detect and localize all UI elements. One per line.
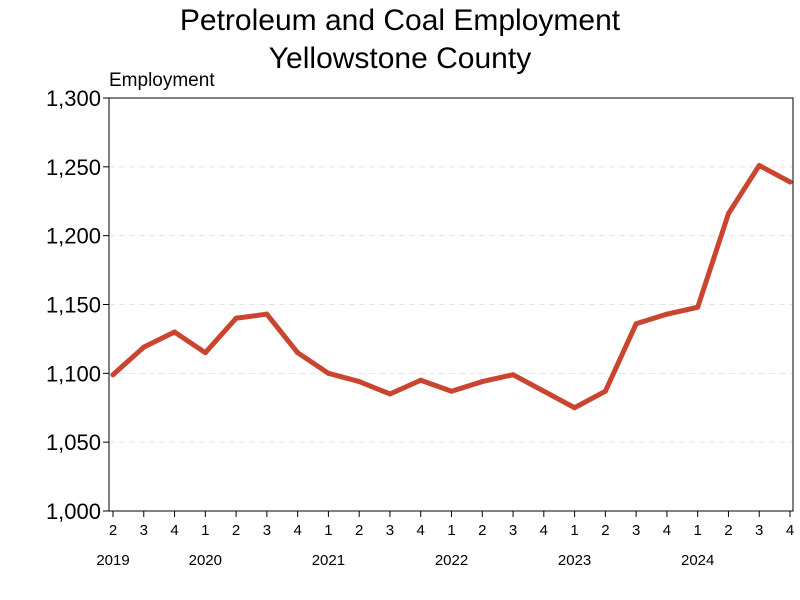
- series-group: [110, 162, 793, 411]
- data-point-8: [356, 379, 362, 385]
- data-point-6: [295, 350, 301, 356]
- data-point-1: [141, 344, 147, 350]
- x-tick-label-2: 4: [170, 522, 178, 539]
- data-point-5: [264, 311, 270, 317]
- data-point-7: [325, 370, 331, 376]
- chart-title-line-2: Yellowstone County: [269, 42, 531, 75]
- x-tick-label-17: 3: [632, 522, 640, 539]
- x-tick-label-19: 1: [694, 522, 702, 539]
- x-tick-label-4: 2: [232, 522, 240, 539]
- y-tick-label-1200: 1,200: [46, 224, 101, 249]
- x-tick-label-16: 2: [601, 522, 609, 539]
- data-point-13: [510, 372, 516, 378]
- x-tick-label-0: 2: [109, 522, 117, 539]
- x-tick-label-1: 3: [140, 522, 148, 539]
- data-point-4: [233, 315, 239, 321]
- x-tick-label-11: 1: [447, 522, 455, 539]
- year-label-2020: 2020: [189, 552, 222, 569]
- data-point-20: [725, 211, 731, 217]
- x-tick-label-14: 4: [540, 522, 548, 539]
- x-tick-label-18: 4: [663, 522, 671, 539]
- data-point-22: [787, 179, 793, 185]
- data-point-10: [418, 377, 424, 383]
- x-tick-label-21: 3: [755, 522, 763, 539]
- data-point-16: [602, 388, 608, 394]
- data-point-17: [633, 321, 639, 327]
- data-point-15: [572, 405, 578, 411]
- year-labels: 2019 2020 2021 2022 2023 2024: [96, 552, 714, 569]
- x-tick-label-15: 1: [570, 522, 578, 539]
- x-axis: 2 3 4 1 2 3 4 1 2 3 4 1 2 3 4 1 2 3 4 1 2 3 4: [109, 511, 794, 539]
- x-tick-label-7: 1: [324, 522, 332, 539]
- x-tick-label-13: 3: [509, 522, 517, 539]
- y-tick-label-1250: 1,250: [46, 155, 101, 180]
- series-line-0: [110, 162, 793, 411]
- x-tick-label-20: 2: [724, 522, 732, 539]
- x-tick-label-22: 4: [786, 522, 794, 539]
- year-label-2019: 2019: [96, 552, 129, 569]
- data-point-19: [695, 304, 701, 310]
- y-tick-label-1050: 1,050: [46, 430, 101, 455]
- data-point-18: [664, 311, 670, 317]
- data-point-0: [110, 372, 116, 378]
- y-tick-label-1100: 1,100: [46, 361, 101, 386]
- data-point-3: [202, 350, 208, 356]
- data-point-9: [387, 391, 393, 397]
- year-label-2021: 2021: [312, 552, 345, 569]
- x-tick-label-10: 4: [417, 522, 425, 539]
- data-point-11: [449, 388, 454, 394]
- x-tick-label-8: 2: [355, 522, 363, 539]
- year-label-2022: 2022: [435, 552, 468, 569]
- gridlines: [109, 166, 793, 443]
- x-tick-label-5: 3: [263, 522, 271, 539]
- x-tick-label-3: 1: [201, 522, 209, 539]
- data-point-2: [172, 329, 178, 335]
- y-axis-label: Employment: [109, 70, 215, 91]
- y-axis: 1,000 1,050 1,100 1,150 1,200 1,250 1,300: [46, 86, 109, 524]
- x-tick-label-6: 4: [293, 522, 301, 539]
- y-tick-label-1300: 1,300: [46, 86, 101, 111]
- data-point-21: [756, 162, 762, 168]
- chart-title-line-1: Petroleum and Coal Employment: [180, 4, 621, 37]
- year-label-2024: 2024: [681, 552, 714, 569]
- year-label-2023: 2023: [558, 552, 591, 569]
- y-tick-label-1000: 1,000: [46, 499, 101, 524]
- y-tick-label-1150: 1,150: [46, 293, 101, 318]
- data-point-14: [541, 388, 547, 394]
- x-tick-label-12: 2: [478, 522, 486, 539]
- data-point-12: [479, 379, 485, 385]
- x-tick-label-9: 3: [386, 522, 394, 539]
